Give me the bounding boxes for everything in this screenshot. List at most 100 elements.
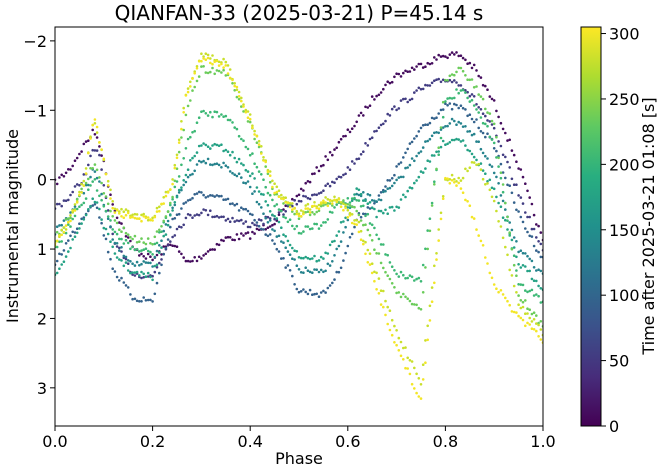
data-point [251, 192, 254, 195]
data-point [535, 223, 538, 226]
data-point [479, 76, 483, 79]
data-point [379, 198, 383, 202]
data-point [539, 231, 543, 234]
data-point [262, 156, 265, 159]
data-point [275, 190, 279, 194]
data-point [481, 169, 485, 172]
data-point [370, 239, 374, 242]
data-point [537, 268, 540, 272]
data-point [231, 121, 234, 124]
data-point [169, 203, 172, 207]
data-point [526, 189, 529, 193]
data-point [266, 221, 270, 224]
data-point [337, 175, 341, 179]
data-point [517, 210, 520, 213]
data-point [355, 187, 359, 190]
data-point [248, 185, 252, 189]
data-point [180, 207, 183, 210]
data-point [109, 240, 112, 243]
data-point [433, 183, 436, 186]
data-point [461, 106, 465, 110]
data-point [315, 166, 319, 169]
data-point [129, 235, 132, 239]
data-point [299, 290, 303, 293]
data-point [455, 180, 458, 183]
data-point [166, 191, 170, 194]
data-point [235, 127, 239, 131]
colorbar-tick-label: 300 [609, 25, 640, 44]
data-point [466, 114, 469, 118]
data-point [233, 220, 236, 223]
data-point [335, 234, 339, 237]
data-point [539, 287, 543, 290]
data-point [382, 305, 385, 309]
data-point [311, 193, 314, 197]
data-point [184, 94, 188, 97]
data-point [180, 136, 183, 139]
data-point [453, 79, 456, 82]
data-point [450, 73, 454, 76]
data-point [78, 205, 81, 208]
data-point [406, 367, 410, 370]
data-point [337, 270, 341, 274]
data-point [89, 137, 92, 140]
data-point [126, 259, 130, 262]
data-point [357, 213, 361, 217]
data-point [173, 244, 177, 248]
data-point [282, 202, 285, 205]
data-point [342, 220, 345, 223]
data-point [268, 219, 272, 222]
data-point [337, 140, 341, 144]
data-point [124, 255, 128, 259]
data-point [75, 197, 79, 201]
data-point [277, 213, 281, 216]
data-point [459, 84, 463, 87]
data-point [444, 143, 447, 146]
data-point [517, 250, 520, 254]
data-point [535, 329, 538, 333]
data-point [495, 149, 498, 153]
data-point [288, 205, 292, 209]
data-point [73, 159, 77, 162]
data-point [58, 252, 61, 256]
data-point [131, 271, 134, 274]
data-point [93, 200, 97, 204]
data-point [424, 123, 427, 126]
data-point [146, 275, 150, 278]
data-point [140, 249, 143, 252]
data-point [153, 292, 157, 296]
data-point [164, 215, 168, 218]
data-point [437, 153, 441, 156]
data-point [248, 174, 252, 178]
data-point [126, 209, 130, 213]
data-point [472, 132, 476, 136]
data-point [251, 124, 254, 127]
data-point [441, 78, 445, 82]
data-point [177, 141, 181, 144]
data-point [408, 163, 412, 167]
data-point [220, 143, 223, 146]
data-point [506, 253, 509, 257]
data-point [455, 184, 458, 187]
data-point [244, 108, 248, 112]
data-point [211, 62, 214, 66]
data-point [344, 225, 347, 229]
data-point [435, 258, 438, 261]
data-point [459, 179, 463, 182]
data-point [129, 214, 132, 218]
data-point [415, 134, 418, 138]
data-point [453, 178, 456, 181]
data-point [277, 189, 281, 192]
data-point [244, 145, 248, 149]
data-point [191, 131, 194, 134]
data-point [180, 188, 183, 192]
data-point [484, 122, 487, 126]
data-point [510, 247, 514, 251]
data-point [532, 244, 536, 248]
data-point [408, 299, 412, 303]
data-point [286, 220, 290, 224]
data-point [415, 391, 418, 395]
data-point [100, 148, 103, 151]
data-point [397, 349, 401, 352]
data-point [84, 140, 88, 143]
